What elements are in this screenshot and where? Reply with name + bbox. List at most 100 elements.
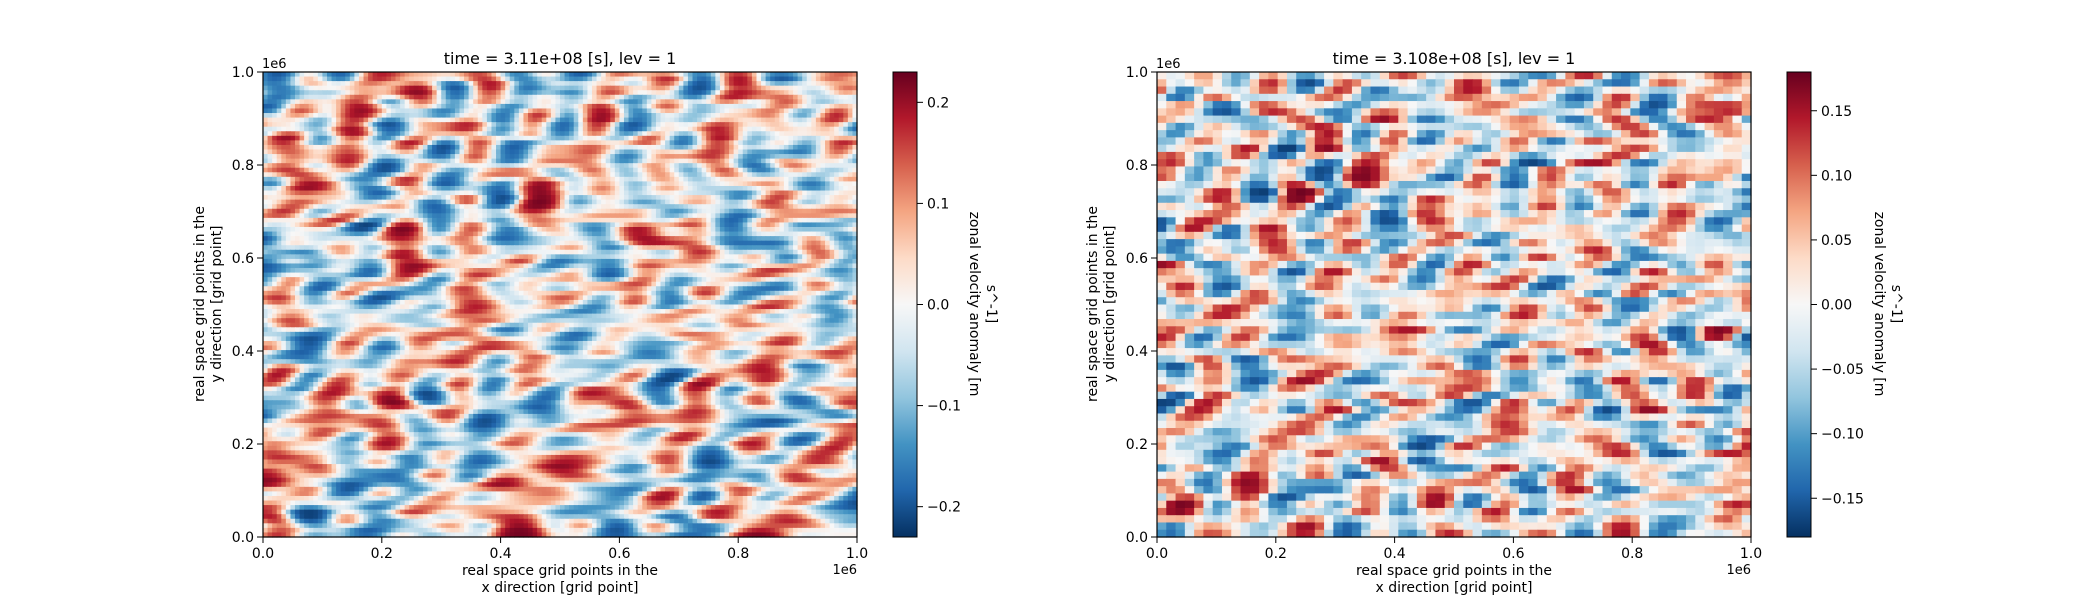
heatmap-cell	[560, 126, 566, 132]
heatmap-cell	[719, 227, 726, 233]
heatmap-cell	[509, 131, 515, 137]
heatmap-cell	[793, 81, 799, 87]
heatmap-cell	[336, 190, 342, 196]
heatmap-cell	[852, 122, 858, 128]
heatmap-cell	[829, 122, 835, 128]
heatmap-cell	[783, 72, 790, 78]
heatmap-cell	[788, 190, 794, 196]
heatmap-cell	[496, 245, 502, 251]
heatmap-cell	[546, 99, 552, 105]
heatmap-cell	[368, 140, 374, 146]
heatmap-cell	[797, 90, 803, 96]
heatmap-cell	[729, 217, 735, 224]
heatmap-cell	[578, 158, 584, 164]
heatmap-cell	[564, 108, 570, 114]
heatmap-cell	[450, 204, 456, 210]
heatmap-cell	[642, 81, 648, 87]
heatmap-cell	[834, 90, 840, 96]
heatmap-cell	[678, 99, 684, 105]
heatmap-cell	[692, 190, 698, 196]
heatmap-cell	[601, 122, 607, 128]
heatmap-cell	[468, 126, 474, 132]
heatmap-cell	[591, 208, 598, 214]
heatmap-cell	[669, 163, 675, 169]
heatmap-cell	[500, 181, 506, 187]
heatmap-cell	[450, 172, 456, 178]
heatmap-cell	[340, 140, 346, 146]
heatmap-cell	[587, 135, 593, 141]
heatmap-cell	[847, 163, 854, 169]
heatmap-cell	[596, 227, 602, 233]
heatmap-cell	[738, 81, 744, 87]
heatmap-cell	[715, 172, 721, 178]
heatmap-cell	[843, 131, 849, 137]
heatmap-cell	[272, 99, 278, 105]
heatmap-cell	[400, 172, 406, 178]
heatmap-cell	[701, 231, 707, 237]
heatmap-cell	[518, 117, 525, 123]
heatmap-cell	[637, 131, 643, 137]
heatmap-cell	[742, 217, 748, 224]
heatmap-cell	[473, 204, 479, 210]
heatmap-cell	[610, 90, 616, 96]
heatmap-cell	[532, 158, 538, 164]
heatmap-cell	[820, 190, 826, 196]
heatmap-cell	[596, 176, 602, 183]
heatmap-cell	[331, 90, 337, 96]
heatmap-cell	[619, 163, 625, 169]
heatmap-cell	[317, 240, 323, 246]
heatmap-cell	[733, 140, 739, 146]
heatmap-cell	[326, 190, 333, 196]
heatmap-cell	[432, 144, 438, 151]
heatmap-cell	[304, 103, 310, 110]
heatmap-cell	[340, 90, 346, 96]
heatmap-cell	[322, 181, 328, 187]
heatmap-cell	[619, 76, 625, 82]
heatmap-cell	[349, 144, 355, 151]
heatmap-cell	[304, 154, 310, 160]
heatmap-cell	[847, 131, 854, 137]
heatmap-cell	[774, 199, 780, 205]
heatmap-cell	[418, 185, 424, 192]
heatmap-cell	[651, 185, 657, 192]
heatmap-cell	[263, 199, 269, 205]
heatmap-cell	[400, 154, 406, 160]
heatmap-cell	[788, 204, 794, 210]
heatmap-cell	[276, 227, 282, 233]
heatmap-cell	[793, 122, 799, 128]
heatmap-cell	[509, 85, 515, 91]
heatmap-cell	[496, 90, 502, 96]
heatmap-cell	[340, 94, 346, 100]
heatmap-cell	[427, 72, 433, 78]
heatmap-cell	[363, 144, 369, 151]
heatmap-cell	[528, 131, 534, 137]
heatmap-cell	[454, 190, 461, 196]
heatmap-cell	[445, 208, 451, 214]
heatmap-cell	[322, 163, 328, 169]
heatmap-cell	[294, 222, 301, 228]
heatmap-cell	[852, 135, 858, 141]
heatmap-cell	[381, 204, 387, 210]
heatmap-cell	[500, 122, 506, 128]
heatmap-cell	[852, 204, 858, 210]
heatmap-cell	[838, 158, 844, 164]
heatmap-cell	[281, 231, 287, 237]
heatmap-cell	[697, 72, 703, 78]
heatmap-cell	[820, 181, 826, 187]
heatmap-cell	[358, 144, 365, 151]
heatmap-cell	[482, 195, 488, 201]
heatmap-cell	[340, 103, 346, 110]
heatmap-cell	[518, 195, 525, 201]
heatmap-cell	[587, 122, 593, 128]
heatmap-cell	[528, 190, 534, 196]
heatmap-cell	[445, 240, 451, 246]
heatmap-cell	[678, 94, 684, 100]
heatmap-cell	[761, 144, 767, 151]
heatmap-cell	[701, 172, 707, 178]
heatmap-cell	[802, 103, 808, 110]
heatmap-cell	[285, 185, 292, 192]
heatmap-cell	[715, 213, 721, 219]
heatmap-cell	[660, 163, 666, 169]
heatmap-cell	[285, 149, 292, 155]
heatmap-cell	[482, 217, 488, 224]
